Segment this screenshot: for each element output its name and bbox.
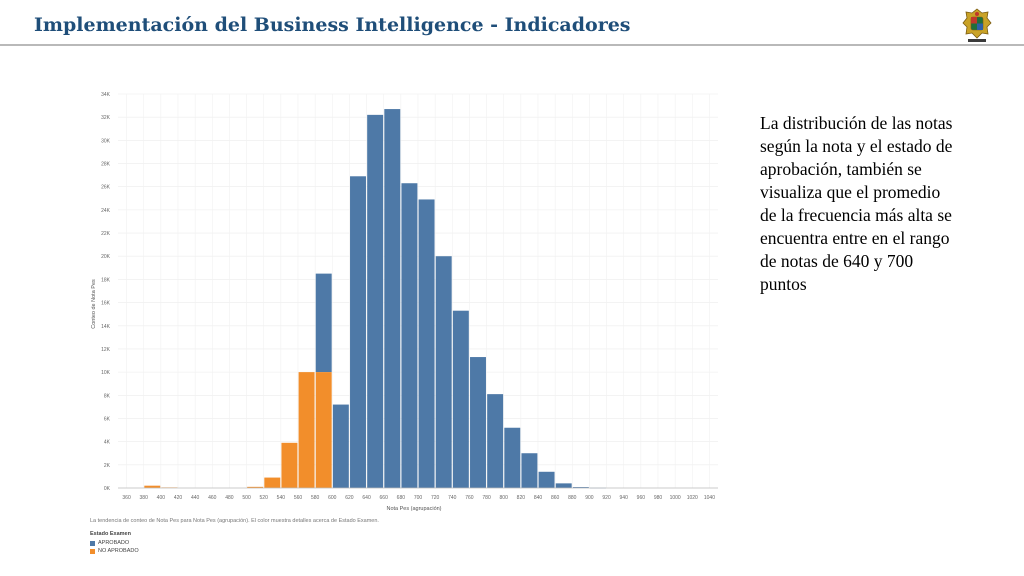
- y-tick-label: 8K: [104, 393, 111, 399]
- bar-no-aprobado: [247, 486, 264, 488]
- x-tick-label: 680: [397, 495, 406, 501]
- y-tick-label: 28K: [101, 162, 111, 168]
- x-tick-label: 660: [380, 495, 389, 501]
- page-title: Implementación del Business Intelligence…: [34, 14, 631, 36]
- y-tick-label: 0K: [104, 486, 111, 492]
- y-tick-label: 14K: [101, 324, 111, 330]
- legend-label-aprobado: APROBADO: [98, 540, 130, 546]
- legend-title: Estado Examen: [90, 531, 131, 537]
- y-axis-title: Conteo de Nota Pes: [91, 279, 97, 329]
- x-tick-label: 480: [225, 495, 234, 501]
- bar-aprobado: [315, 273, 332, 373]
- x-tick-label: 540: [277, 495, 286, 501]
- title-divider: [0, 44, 1024, 46]
- y-tick-label: 6K: [104, 416, 111, 422]
- x-tick-label: 720: [431, 495, 440, 501]
- bar-aprobado: [452, 310, 469, 488]
- x-tick-label: 580: [311, 495, 320, 501]
- x-tick-label: 920: [602, 495, 611, 501]
- legend-item-no-aprobado[interactable]: NO APROBADO: [90, 547, 139, 555]
- x-tick-label: 860: [551, 495, 560, 501]
- y-tick-label: 26K: [101, 185, 111, 191]
- legend-item-aprobado[interactable]: APROBADO: [90, 539, 139, 547]
- bar-aprobado: [384, 109, 401, 489]
- legend-swatch-no-aprobado: [90, 548, 95, 554]
- legend-label-no-aprobado: NO APROBADO: [98, 548, 139, 554]
- bar-aprobado: [538, 471, 555, 488]
- x-tick-label: 420: [174, 495, 183, 501]
- bar-aprobado: [350, 176, 366, 488]
- x-tick-label: 500: [242, 495, 251, 501]
- y-tick-label: 34K: [101, 92, 111, 98]
- x-tick-label: 520: [260, 495, 269, 501]
- legend-swatch-aprobado: [90, 540, 95, 546]
- bar-aprobado: [470, 357, 486, 488]
- x-tick-label: 820: [517, 495, 526, 501]
- y-tick-label: 24K: [101, 208, 111, 214]
- y-tick-label: 30K: [101, 138, 111, 144]
- x-tick-label: 960: [637, 495, 646, 501]
- bar-no-aprobado: [264, 477, 281, 488]
- y-tick-label: 18K: [101, 277, 111, 283]
- x-axis-title: Nota Pes (agrupación): [386, 506, 441, 512]
- histogram-chart: 0K 2K 4K 6K 8K 10K 12K 14K 16K 18K 20K 22K 24K 26K 28K…: [91, 92, 718, 512]
- bar-aprobado: [555, 483, 572, 488]
- x-tick-label: 400: [157, 495, 166, 501]
- y-tick-label: 20K: [101, 254, 111, 260]
- x-tick-label: 600: [328, 495, 337, 501]
- bar-no-aprobado: [281, 442, 298, 488]
- analysis-note: La distribución de las notas según la no…: [760, 113, 953, 294]
- x-tick-label: 780: [482, 495, 491, 501]
- bar-aprobado: [332, 404, 349, 488]
- x-tick-label: 760: [465, 495, 474, 501]
- x-tick-label: 880: [568, 495, 577, 501]
- x-tick-label: 640: [362, 495, 371, 501]
- bar-aprobado: [504, 427, 521, 488]
- x-tick-label: 360: [122, 495, 131, 501]
- x-tick-label: 700: [414, 495, 423, 501]
- university-crest-icon: [962, 8, 992, 42]
- x-tick-label: 980: [654, 495, 663, 501]
- x-tick-label: 1020: [687, 495, 698, 501]
- x-tick-label: 440: [191, 495, 200, 501]
- y-tick-label: 10K: [101, 370, 111, 376]
- y-tick-label: 12K: [101, 347, 111, 353]
- chart-caption: La tendencia de conteo de Nota Pes para …: [90, 518, 379, 524]
- x-tick-label: 620: [345, 495, 354, 501]
- y-tick-label: 2K: [104, 463, 111, 469]
- x-tick-label: 800: [500, 495, 509, 501]
- bar-aprobado: [401, 183, 418, 488]
- x-tick-label: 1000: [670, 495, 681, 501]
- bar-aprobado: [487, 394, 504, 488]
- bar-aprobado: [521, 453, 538, 488]
- x-tick-label: 380: [140, 495, 149, 501]
- x-tick-label: 900: [585, 495, 594, 501]
- bar-no-aprobado: [144, 485, 161, 488]
- bar-aprobado: [572, 487, 589, 488]
- y-tick-label: 32K: [101, 115, 111, 121]
- x-tick-label: 1040: [704, 495, 715, 501]
- y-tick-label: 22K: [101, 231, 111, 237]
- chart-legend: Estado Examen APROBADO NO APROBADO: [90, 531, 139, 555]
- x-tick-label: 840: [534, 495, 543, 501]
- x-tick-label: 460: [208, 495, 217, 501]
- bar-no-aprobado: [315, 372, 332, 488]
- bar-aprobado: [418, 199, 435, 488]
- bar-aprobado: [367, 114, 384, 488]
- bar-no-aprobado: [298, 372, 315, 488]
- x-tick-label: 560: [294, 495, 303, 501]
- y-tick-label: 4K: [104, 440, 111, 446]
- x-tick-label: 740: [448, 495, 457, 501]
- x-tick-label: 940: [620, 495, 629, 501]
- y-tick-label: 16K: [101, 301, 111, 307]
- bar-aprobado: [435, 256, 452, 488]
